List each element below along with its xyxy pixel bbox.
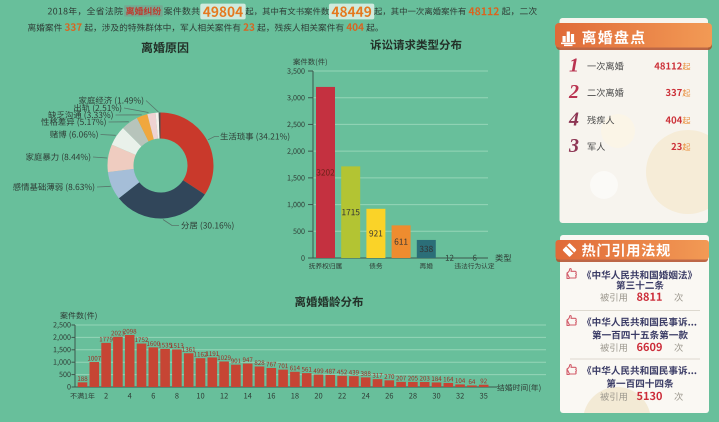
svg-text:4: 4: [568, 109, 579, 131]
svg-text:1: 1: [569, 55, 579, 77]
svg-text:3: 3: [568, 135, 579, 157]
svg-text:2: 2: [568, 81, 579, 103]
